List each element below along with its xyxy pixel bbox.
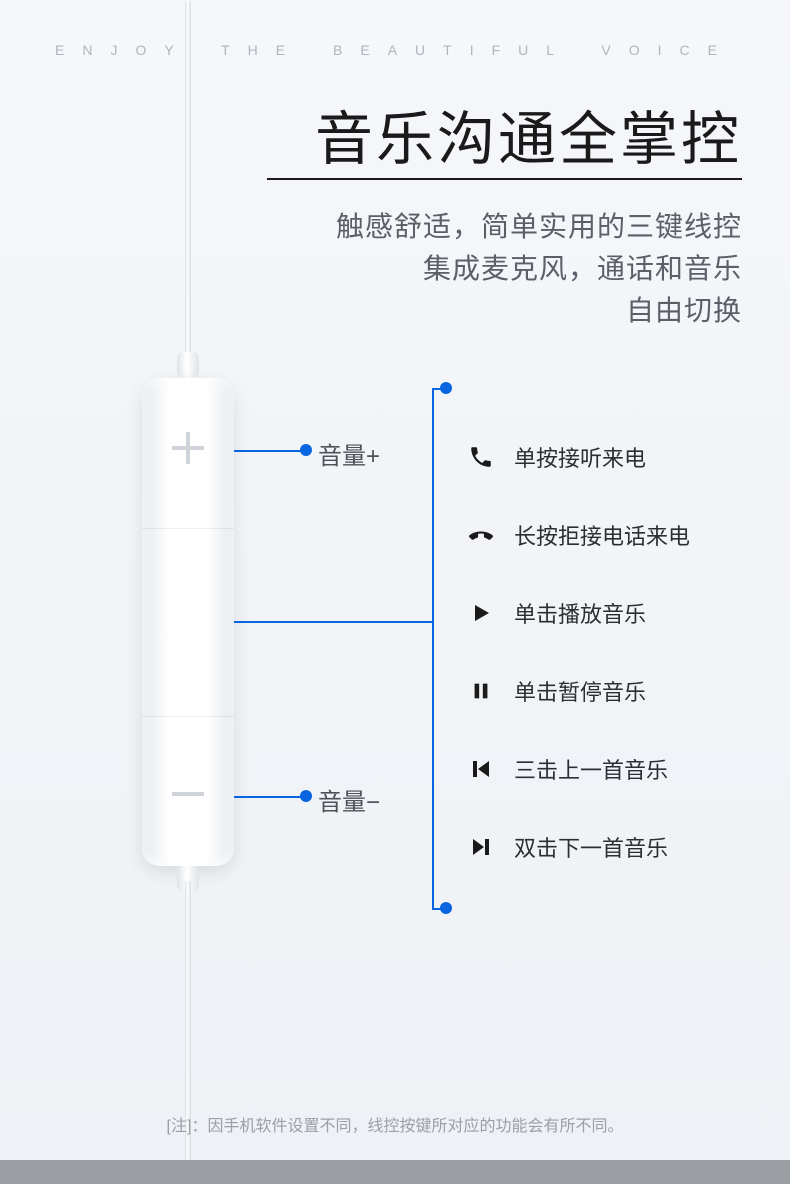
bracket-horizontal [234,621,434,623]
footnote-text: [注]：因手机软件设置不同，线控按键所对应的功能会有所不同。 [0,1112,790,1136]
bracket-vertical [432,388,434,910]
pause-icon [466,676,496,706]
headline-text: 音乐沟通全掌控 [315,92,742,176]
feature-item: 单击播放音乐 [466,574,776,652]
feature-item: 三击上一首音乐 [466,730,776,808]
bottom-bar [0,1160,790,1184]
subheadline: 触感舒适，简单实用的三键线控 集成麦克风，通话和音乐 自由切换 [336,206,742,332]
feature-item: 单按接听来电 [466,418,776,496]
volume-up-label: 音量+ [318,436,380,471]
feature-item: 单击暂停音乐 [466,652,776,730]
cable-bottom [185,880,191,1184]
feature-text: 双击下一首音乐 [514,831,668,863]
plus-icon [172,432,204,464]
volume-down-label: 音量− [318,782,380,817]
tagline-text: ENJOY THE BEAUTIFUL VOICE [55,42,735,58]
remote-neck-top [177,352,199,378]
feature-text: 单按接听来电 [514,441,646,473]
next-track-icon [466,832,496,862]
bracket-dot [440,902,452,914]
minus-icon [172,792,204,796]
feature-item: 双击下一首音乐 [466,808,776,886]
subhead-line2: 集成麦克风，通话和音乐 [423,253,742,284]
cable-top [185,0,191,360]
feature-item: 长按拒接电话来电 [466,496,776,574]
headline-underline [267,178,742,180]
connector-line [234,450,306,452]
connector-dot [300,790,312,802]
bracket-dot [440,382,452,394]
connector-line [234,796,306,798]
play-icon [466,598,496,628]
feature-text: 长按拒接电话来电 [514,519,690,551]
remote-segment-line [142,716,234,717]
hangup-icon [466,520,496,550]
phone-icon [466,442,496,472]
remote-segment-line [142,528,234,529]
feature-text: 单击暂停音乐 [514,675,646,707]
feature-text: 单击播放音乐 [514,597,646,629]
prev-track-icon [466,754,496,784]
feature-list: 单按接听来电 长按拒接电话来电 单击播放音乐 单击暂停音乐 三击上一首音乐 双击… [466,418,776,886]
feature-text: 三击上一首音乐 [514,753,668,785]
connector-dot [300,444,312,456]
subhead-line3: 自由切换 [626,295,742,326]
subhead-line1: 触感舒适，简单实用的三键线控 [336,211,742,242]
